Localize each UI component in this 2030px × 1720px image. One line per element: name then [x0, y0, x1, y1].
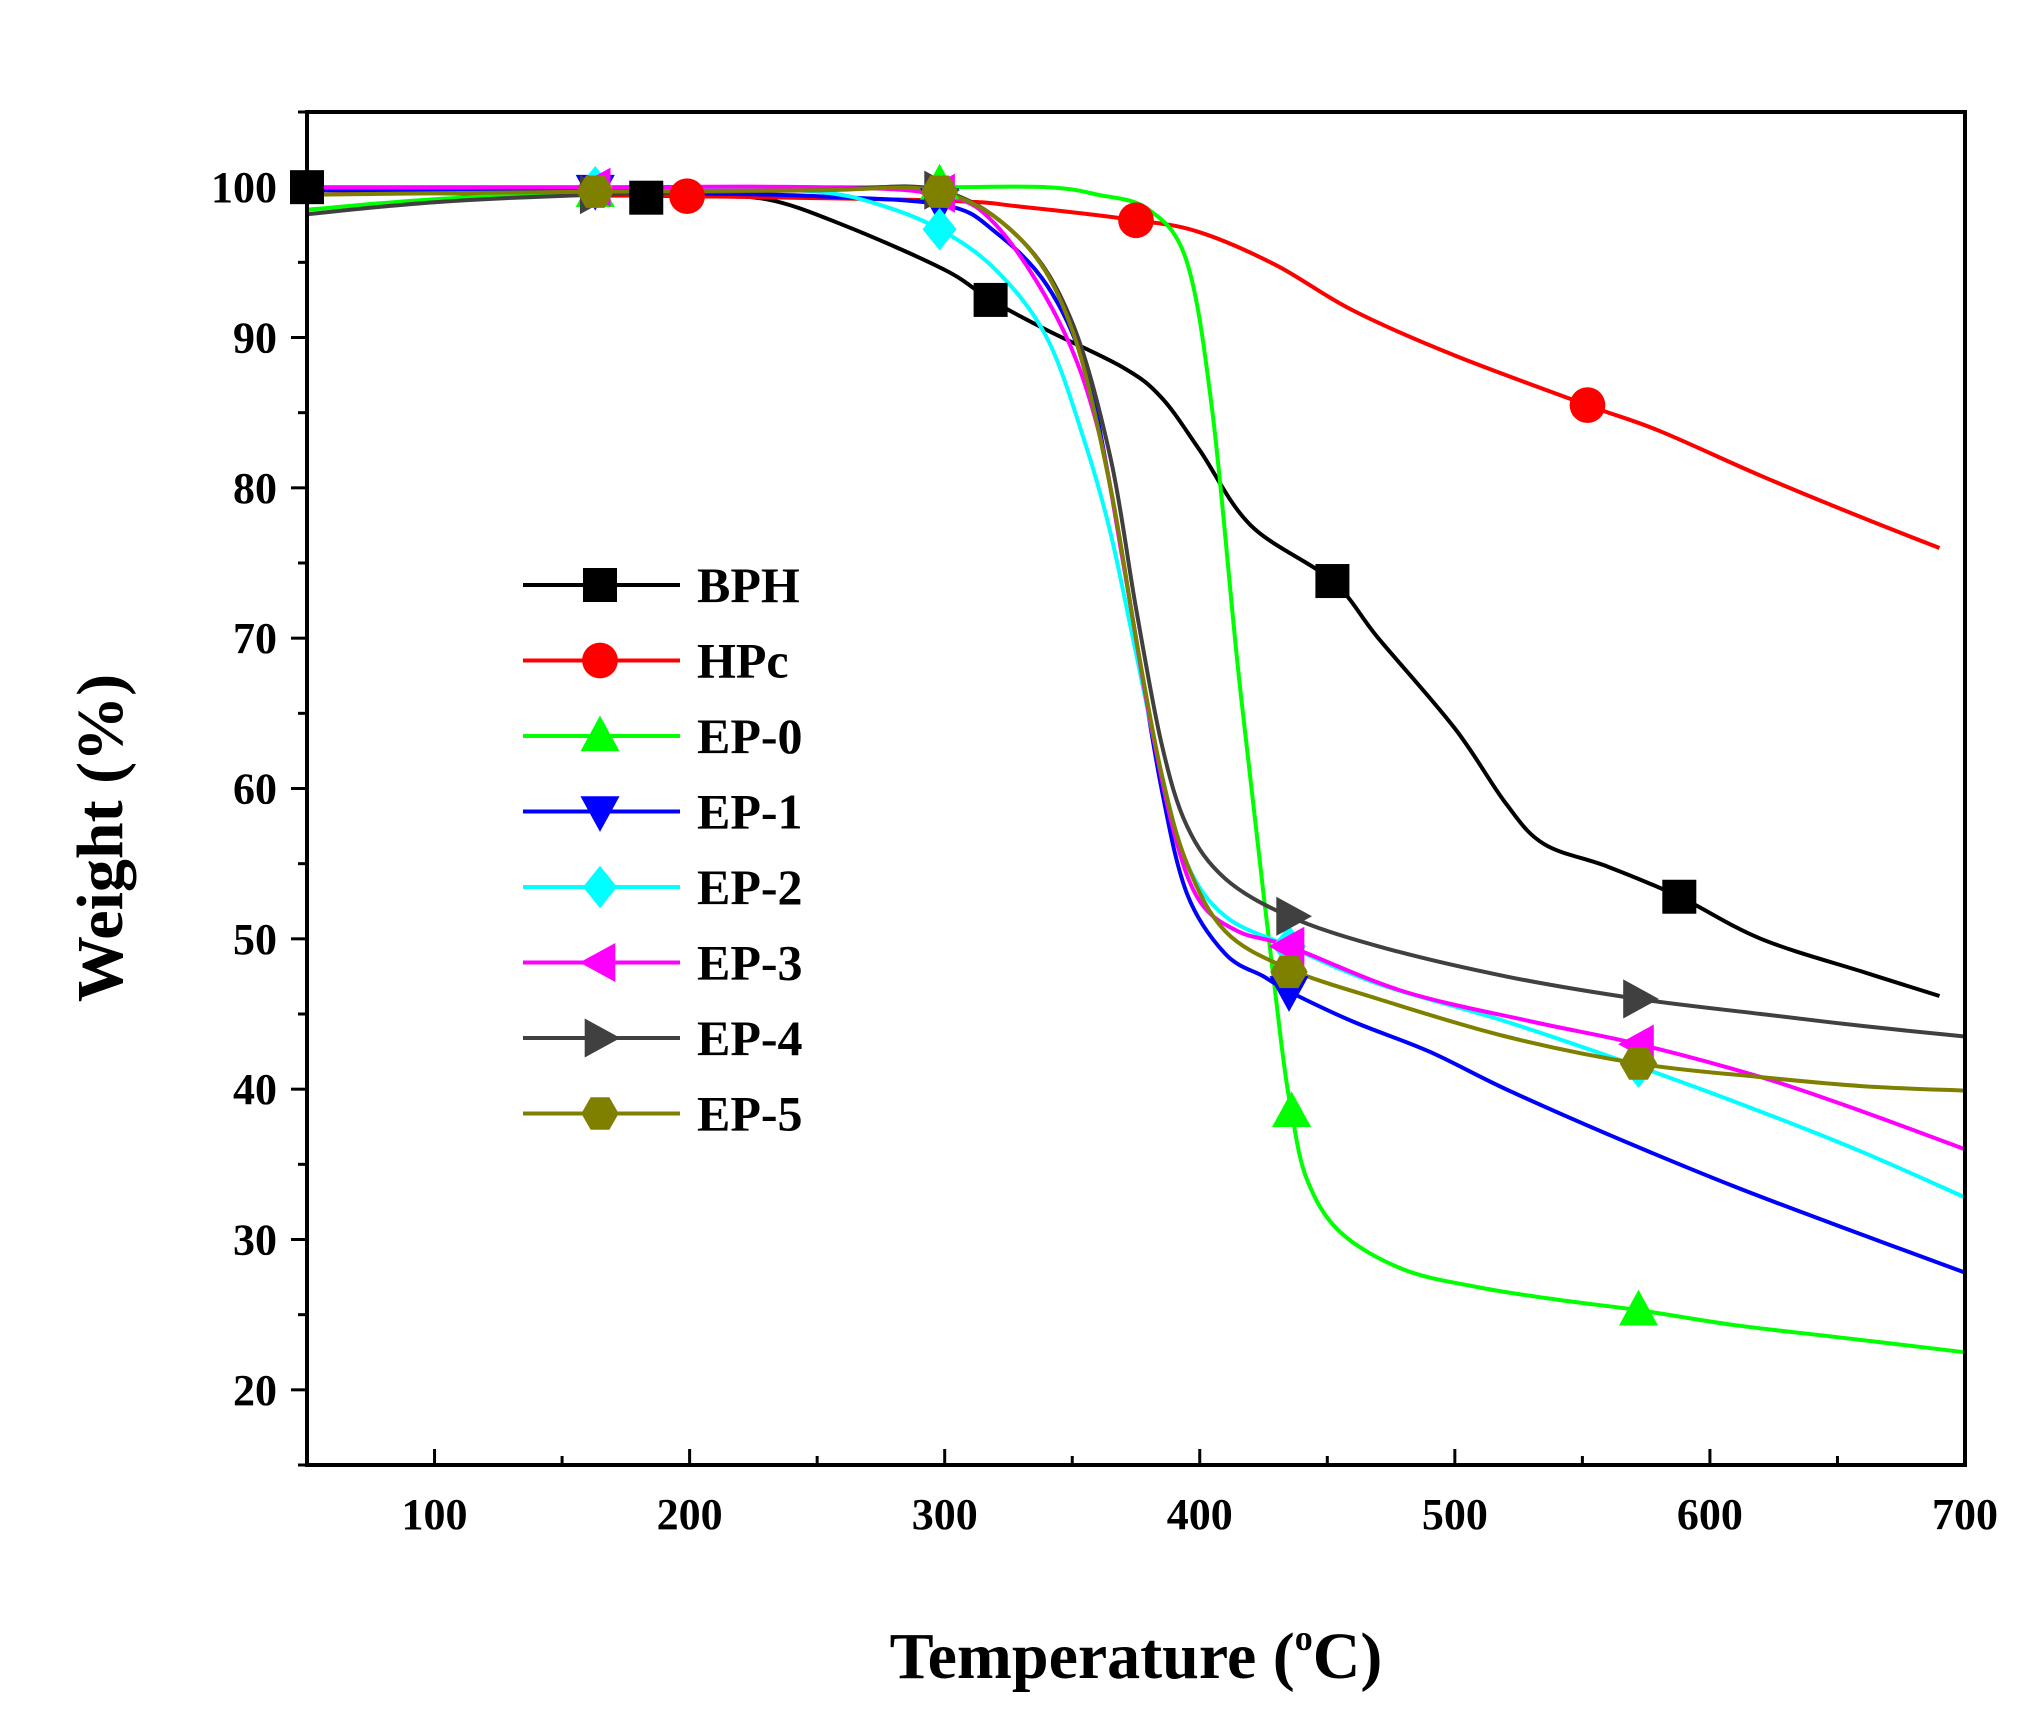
y-axis-title: Weight (%)	[64, 674, 137, 1002]
legend-marker-bph	[583, 568, 617, 602]
x-tick-label-700: 700	[1932, 1490, 1998, 1539]
y-tick-label-50: 50	[233, 915, 277, 964]
series-line-ep-5	[306, 185, 1966, 1093]
series-line-ep-3	[307, 184, 1966, 1152]
x-tick-label-400: 400	[1167, 1490, 1233, 1539]
marker-hpc-0	[669, 178, 705, 215]
marker-ep-4-2	[1276, 896, 1312, 936]
y-tick-label-80: 80	[233, 464, 277, 513]
y-tick-label-40: 40	[233, 1065, 277, 1114]
legend: BPH HPc EP-0 EP-1 EP-2 EP-3 EP-4 EP-5	[523, 557, 803, 1142]
plot-frame	[305, 110, 1967, 1467]
legend-marker-ep-5	[581, 1097, 619, 1130]
marker-ep-0-2	[1272, 1091, 1312, 1128]
legend-label-ep-0: EP-0	[697, 708, 803, 764]
y-tick-label-30: 30	[233, 1216, 277, 1265]
series-line-hpc	[306, 191, 1941, 550]
legend-label-hpc: HPc	[697, 633, 789, 689]
x-tick-label-200: 200	[657, 1490, 723, 1539]
marker-bph-4	[1662, 879, 1697, 914]
legend-label-ep-3: EP-3	[697, 935, 803, 991]
x-tick-label-300: 300	[912, 1490, 978, 1539]
legend-marker-ep-1	[580, 796, 620, 832]
x-axis-title-unit: C)	[1313, 1620, 1383, 1693]
y-tick-label-90: 90	[233, 314, 277, 363]
legend-marker-ep-4	[584, 1018, 621, 1058]
marker-ep-5-1	[920, 175, 959, 208]
series-line-ep-1	[306, 187, 1966, 1275]
legend-label-ep-5: EP-5	[697, 1086, 803, 1142]
series-line-ep-4	[306, 184, 1966, 1039]
marker-bph-3	[1315, 564, 1350, 599]
y-tick-label-20: 20	[233, 1366, 277, 1415]
x-axis-title-text: Temperature (	[890, 1620, 1295, 1693]
marker-ep-2-1	[922, 208, 957, 251]
marker-ep-4-3	[1623, 979, 1659, 1019]
marker-hpc-1	[1118, 202, 1154, 239]
legend-marker-ep-0	[580, 715, 620, 752]
marker-bph-2	[973, 282, 1008, 317]
y-tick-label-100: 100	[211, 163, 277, 212]
x-tick-label-500: 500	[1422, 1490, 1488, 1539]
y-tick-label-70: 70	[233, 614, 277, 663]
legend-label-bph: BPH	[697, 557, 800, 613]
legend-marker-hpc	[582, 642, 618, 679]
marker-ep-5-2	[1270, 955, 1308, 989]
series-line-ep-2	[307, 184, 1966, 1200]
legend-label-ep-4: EP-4	[697, 1010, 803, 1066]
legend-marker-ep-3	[579, 942, 616, 983]
x-tick-label-600: 600	[1677, 1490, 1743, 1539]
axes-layer: 100 200 300 400 500 600 700 20 30 40 50 60 70 80 90 100	[211, 110, 1998, 1539]
marker-layer	[290, 163, 1697, 1326]
series-layer	[306, 184, 1966, 1355]
x-axis-title-sup: o	[1295, 1618, 1313, 1658]
marker-ep-5-0	[576, 175, 614, 208]
x-tick-label-100: 100	[402, 1490, 468, 1539]
legend-label-ep-2: EP-2	[697, 859, 803, 915]
marker-hpc-2	[1569, 387, 1606, 423]
marker-bph-1	[629, 180, 664, 215]
x-axis-title: Temperature (oC)	[890, 1618, 1383, 1693]
marker-ep-0-3	[1618, 1289, 1659, 1326]
legend-label-ep-1: EP-1	[697, 784, 803, 840]
marker-ep-5-3	[1619, 1047, 1658, 1080]
legend-marker-ep-2	[583, 865, 617, 909]
y-tick-label-60: 60	[233, 765, 277, 814]
